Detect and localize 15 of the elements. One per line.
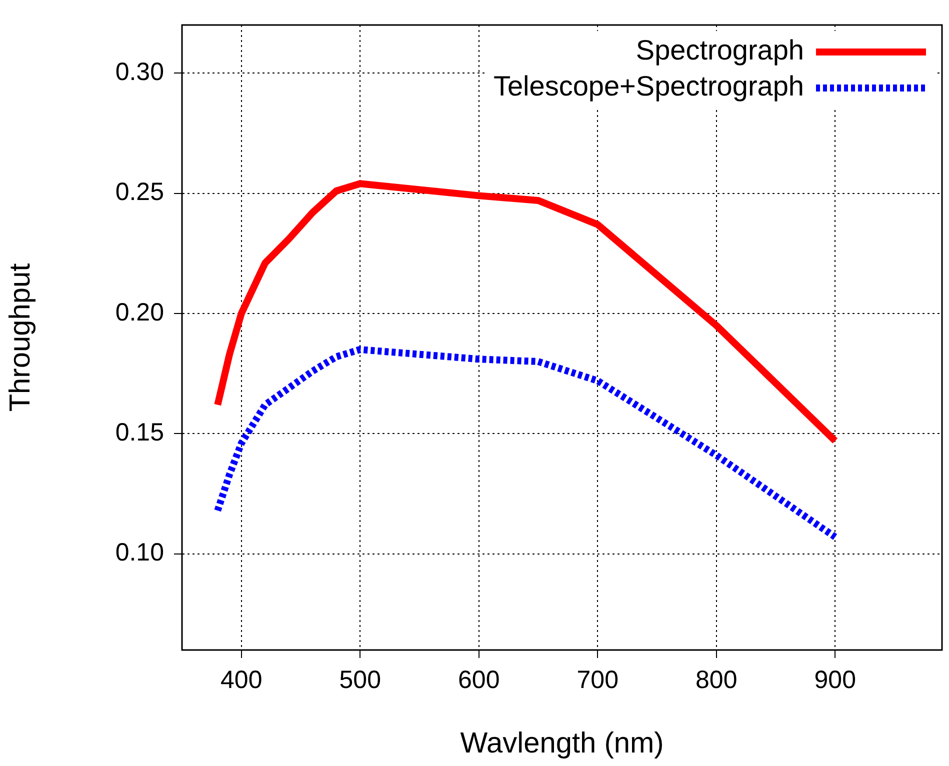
y-tick-label: 0.25: [115, 178, 164, 206]
y-tick-label: 0.10: [115, 538, 164, 567]
x-tick-label: 800: [696, 666, 738, 694]
y-axis-title: Throughput: [4, 263, 36, 412]
y-tick-label: 0.20: [115, 298, 164, 326]
y-tick-label: 0.15: [115, 418, 164, 447]
legend-label: Spectrograph: [636, 34, 804, 66]
x-axis-title: Wavlength (nm): [460, 728, 664, 760]
x-tick-label: 500: [339, 666, 381, 694]
x-tick-label: 900: [814, 666, 856, 694]
x-tick-label: 700: [576, 666, 618, 694]
x-tick-label: 400: [220, 666, 262, 694]
y-tick-label: 0.30: [115, 58, 164, 86]
legend-label: Telescope+Spectrograph: [493, 70, 804, 102]
x-tick-label: 600: [458, 666, 500, 694]
